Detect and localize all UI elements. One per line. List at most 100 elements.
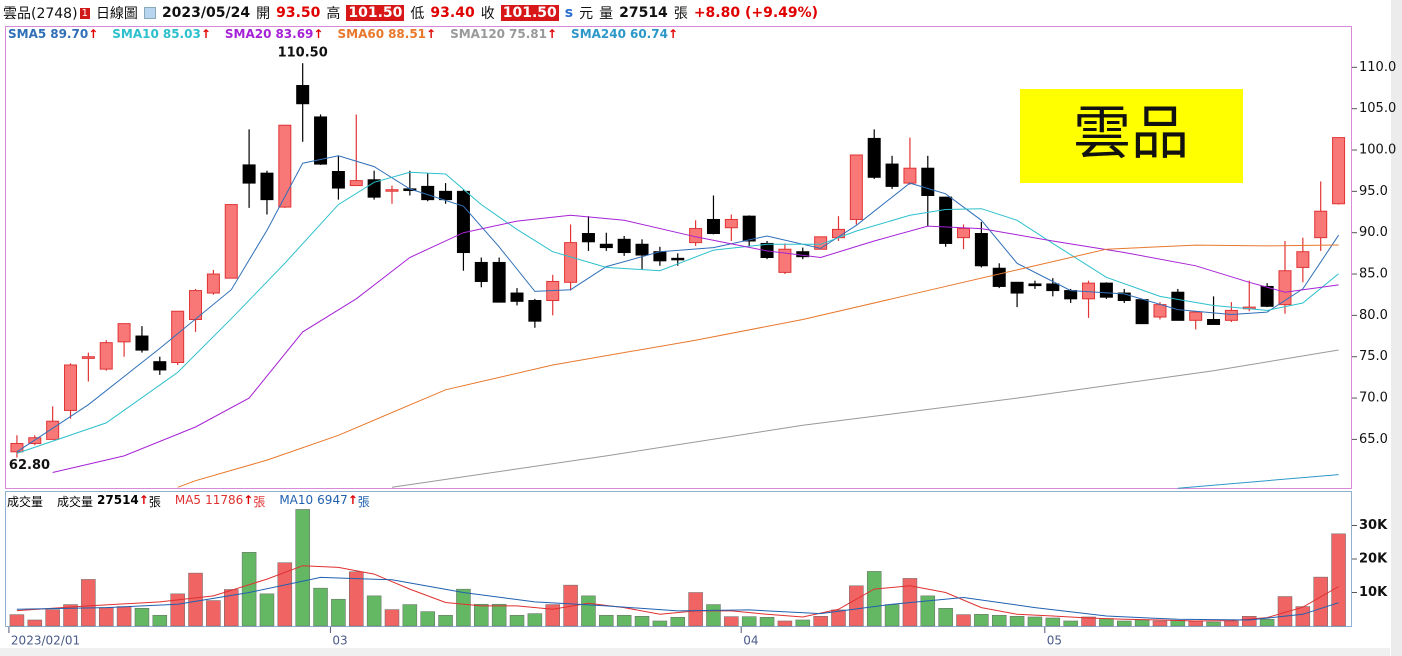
scrollbar[interactable] bbox=[1391, 0, 1402, 656]
legend-trend: ↑ bbox=[200, 27, 211, 41]
volume-bar bbox=[45, 609, 60, 627]
checkbox[interactable] bbox=[143, 7, 156, 19]
candle-body bbox=[46, 420, 60, 440]
candle-body bbox=[171, 310, 185, 364]
candle-body bbox=[849, 154, 863, 220]
volume-bar bbox=[474, 603, 489, 627]
volume-bar bbox=[420, 611, 435, 627]
volume-bar bbox=[295, 509, 310, 627]
volume-bar bbox=[938, 607, 953, 627]
candle-body bbox=[492, 261, 506, 303]
legend-name: 成交量 bbox=[57, 495, 94, 509]
legend-trend: ↑ bbox=[667, 27, 678, 41]
volume-bar bbox=[509, 615, 525, 627]
candle-body bbox=[939, 196, 953, 244]
volume-bar bbox=[1134, 619, 1150, 627]
candle-body bbox=[1117, 292, 1131, 301]
volume-bar bbox=[438, 615, 453, 627]
candle-body bbox=[867, 137, 881, 178]
candle-body bbox=[81, 356, 95, 359]
candle-body bbox=[599, 243, 613, 249]
volume-bar bbox=[313, 587, 328, 627]
y-tick-label: 70.0 bbox=[1359, 391, 1388, 406]
candle-body bbox=[581, 233, 595, 243]
legend-name: SMA60 bbox=[337, 27, 385, 41]
volume-bar bbox=[81, 579, 96, 627]
legend-item: 成交量 27514 ↑ 張 bbox=[57, 493, 161, 510]
candle-body bbox=[635, 243, 649, 256]
volume-bar bbox=[1027, 616, 1043, 627]
candle-body bbox=[28, 437, 42, 445]
x-tick-label: 04 bbox=[743, 634, 758, 648]
volume-plot bbox=[9, 509, 1346, 627]
y-tick-label: 75.0 bbox=[1359, 349, 1388, 364]
candle-body bbox=[1278, 270, 1292, 306]
volume-bar bbox=[706, 604, 721, 627]
legend-item: SMA20 83.69 ↑ bbox=[225, 27, 324, 41]
field-label: 開 bbox=[256, 6, 271, 22]
candle-body bbox=[1153, 304, 1167, 318]
volume-bar bbox=[1277, 596, 1293, 627]
legend-value: 75.81 bbox=[509, 27, 547, 41]
candle-body bbox=[885, 163, 899, 187]
axes: 65.0 70.0 75.0 80.0 85.0 90.0 95.0 100.0 105.0 11… bbox=[8, 46, 1396, 648]
ma-line bbox=[16, 576, 1339, 621]
volume-bar bbox=[1081, 616, 1096, 627]
volume-bar bbox=[1045, 617, 1061, 627]
label-box-text: 雲品 bbox=[1073, 99, 1189, 167]
volume-bar bbox=[456, 588, 471, 627]
volume-bar bbox=[795, 619, 811, 627]
y-tick-label: 10K bbox=[1359, 585, 1388, 600]
candle-body bbox=[992, 267, 1006, 287]
x-tick-label: 03 bbox=[332, 634, 347, 648]
volume-bar bbox=[991, 615, 1007, 627]
y-tick-label: 90.0 bbox=[1359, 225, 1388, 240]
legend-trend: ↑ bbox=[88, 27, 99, 41]
volume-unit: 張 bbox=[673, 6, 688, 22]
volume-bar bbox=[1188, 621, 1203, 627]
volume-bar bbox=[777, 620, 793, 627]
legend-trend: ↑ bbox=[347, 493, 358, 507]
field-value: 93.50 bbox=[276, 5, 321, 21]
candle-body bbox=[564, 242, 578, 283]
legend-item: MA5 11786 ↑ 張 bbox=[175, 493, 265, 510]
volume-bar bbox=[241, 552, 257, 627]
volume-bar bbox=[849, 585, 864, 627]
candle-body bbox=[1207, 319, 1221, 325]
field-value: 93.40 bbox=[430, 5, 475, 21]
candle-body bbox=[1296, 251, 1310, 268]
legend-item: SMA5 89.70 ↑ bbox=[8, 27, 98, 41]
legend-trend: ↑ bbox=[138, 493, 149, 507]
candle-body bbox=[99, 342, 113, 370]
candle-body bbox=[1314, 210, 1328, 239]
high-label: 110.50 bbox=[278, 46, 328, 61]
legend-item: SMA240 60.74 ↑ bbox=[571, 27, 678, 41]
candle-body bbox=[278, 124, 292, 208]
volume-bar bbox=[759, 617, 775, 627]
volume-bar bbox=[884, 604, 900, 627]
legend-item: MA10 6947 ↑ 張 bbox=[279, 493, 369, 510]
candle-body bbox=[1135, 299, 1149, 325]
volume-bar bbox=[724, 616, 739, 627]
y-tick-label: 80.0 bbox=[1359, 308, 1388, 323]
field-label: 收 bbox=[480, 6, 495, 22]
candle-body bbox=[1010, 281, 1024, 294]
legend-unit: 張 bbox=[148, 495, 161, 509]
candle-body bbox=[1332, 137, 1346, 205]
volume-bar bbox=[63, 604, 78, 627]
candle-body bbox=[778, 248, 792, 273]
period[interactable]: 日線圖 bbox=[95, 6, 138, 22]
y-tick-label: 95.0 bbox=[1359, 184, 1388, 199]
volume-bar bbox=[545, 604, 560, 627]
volume-bar bbox=[1259, 619, 1275, 627]
volume-bar bbox=[366, 595, 382, 627]
volume-bar bbox=[1152, 620, 1168, 627]
candle-body bbox=[921, 167, 935, 196]
candle-body bbox=[117, 323, 131, 343]
candle-body bbox=[1099, 282, 1113, 298]
candle-body bbox=[1064, 290, 1078, 300]
ma-line bbox=[16, 171, 1339, 454]
candle-body bbox=[1224, 309, 1238, 321]
